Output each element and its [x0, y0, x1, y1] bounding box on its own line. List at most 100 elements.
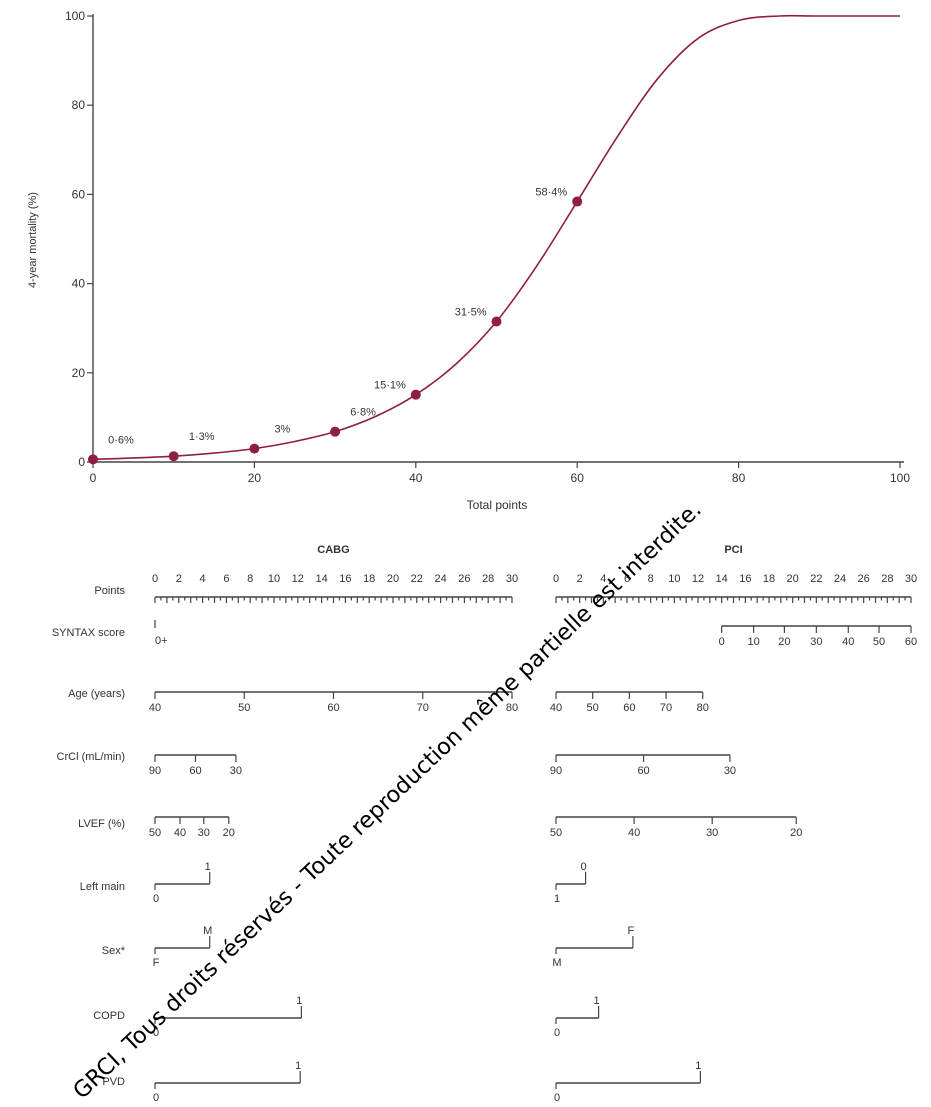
points-tick-label: 16 — [739, 573, 751, 585]
y-tick-label: 40 — [72, 277, 86, 291]
data-point — [491, 316, 502, 327]
variable-tick-label: 60 — [189, 765, 201, 777]
variable-tick-label: 0+ — [155, 635, 168, 647]
data-label: 0·6% — [108, 434, 134, 446]
points-tick-label: 12 — [292, 573, 304, 585]
variable-label: Age (years) — [68, 688, 125, 700]
variable-tick-label: 0 — [153, 893, 159, 905]
mortality-curve-line — [92, 14, 900, 461]
variable-tick-label: M — [203, 925, 212, 937]
points-tick-label: 8 — [247, 573, 253, 585]
variable-tick-label: 60 — [905, 636, 917, 648]
x-tick-label: 100 — [890, 471, 910, 485]
variable-tick-label: 10 — [747, 636, 759, 648]
variable-tick-label: 0 — [554, 1027, 560, 1039]
y-axis-title: 4-year mortality (%) — [27, 192, 39, 288]
group-title-cabg: CABG — [317, 544, 349, 556]
variable-tick-label: F — [153, 957, 160, 969]
data-point — [572, 196, 583, 207]
variable-tick-label: 0 — [554, 1092, 560, 1104]
variable-label: SYNTAX score — [52, 627, 125, 639]
variable-tick-label: 1 — [205, 861, 211, 873]
variable-tick-label: F — [628, 925, 635, 937]
variable-tick-label: 40 — [550, 702, 562, 714]
points-tick-label: 0 — [152, 573, 158, 585]
variable-tick-label: 40 — [842, 636, 854, 648]
points-tick-label: 26 — [858, 573, 870, 585]
points-tick-label: 6 — [223, 573, 229, 585]
x-tick-label: 40 — [409, 471, 423, 485]
variable-label: Left main — [80, 881, 125, 893]
y-tick-label: 80 — [72, 98, 86, 112]
watermark: GRCI, Tous droits réservés - Toute repro… — [68, 497, 707, 1105]
variable-tick-label: 50 — [873, 636, 885, 648]
variable-tick-label: 50 — [149, 827, 161, 839]
variable-tick-label: 0 — [719, 636, 725, 648]
variable-tick-label: 80 — [506, 702, 518, 714]
variable-label: COPD — [93, 1010, 125, 1022]
variable-tick-label: 90 — [149, 765, 161, 777]
points-tick-label: 8 — [648, 573, 654, 585]
variable-tick-label: 0 — [153, 1027, 159, 1039]
data-point — [410, 389, 421, 400]
variable-tick-label: 0 — [153, 1092, 159, 1104]
watermark-text: GRCI, Tous droits réservés - Toute repro… — [68, 497, 707, 1105]
variable-label: PVD — [102, 1076, 125, 1088]
variable-tick-label: 60 — [637, 765, 649, 777]
variable-label: LVEF (%) — [78, 818, 125, 830]
points-tick-label: 22 — [411, 573, 423, 585]
variable-tick-label: 20 — [223, 827, 235, 839]
variable-tick-label: 30 — [706, 827, 718, 839]
points-tick-label: 2 — [577, 573, 583, 585]
points-tick-label: 18 — [763, 573, 775, 585]
group-title-pci: PCI — [724, 544, 742, 556]
points-tick-label: 30 — [506, 573, 518, 585]
y-tick-label: 20 — [72, 366, 86, 380]
variable-tick-label: 70 — [417, 702, 429, 714]
points-tick-label: 30 — [905, 573, 917, 585]
data-label: 1·3% — [189, 431, 215, 443]
variable-tick-label: 50 — [587, 702, 599, 714]
variable-tick-label: 1 — [295, 1060, 301, 1072]
points-tick-label: 18 — [363, 573, 375, 585]
data-point — [249, 443, 260, 454]
points-tick-label: 20 — [787, 573, 799, 585]
variable-tick-label: 50 — [238, 702, 250, 714]
points-tick-label: 14 — [716, 573, 728, 585]
variable-tick-label: 40 — [149, 702, 161, 714]
variable-tick-label: 60 — [623, 702, 635, 714]
variable-tick-label: 40 — [174, 827, 186, 839]
points-tick-label: 14 — [315, 573, 327, 585]
points-tick-label: 22 — [810, 573, 822, 585]
variable-tick-label: 30 — [724, 765, 736, 777]
points-tick-label: 26 — [458, 573, 470, 585]
variable-tick-label: 50 — [550, 827, 562, 839]
variable-tick-label: 0 — [581, 861, 587, 873]
variable-tick-label: 30 — [230, 765, 242, 777]
points-tick-label: 0 — [553, 573, 559, 585]
variable-tick-label: 30 — [198, 827, 210, 839]
variable-tick-label: 1 — [594, 995, 600, 1007]
points-tick-label: 10 — [268, 573, 280, 585]
points-tick-label: 16 — [339, 573, 351, 585]
x-tick-label: 0 — [90, 471, 97, 485]
variable-tick-label: 90 — [550, 765, 562, 777]
points-tick-label: 10 — [668, 573, 680, 585]
points-tick-label: 24 — [834, 573, 846, 585]
data-point — [330, 426, 341, 437]
data-point — [168, 451, 179, 462]
variable-tick-label: 1 — [296, 995, 302, 1007]
variable-tick-label: 40 — [628, 827, 640, 839]
variable-tick-label: 20 — [790, 827, 802, 839]
variable-tick-label: 1 — [554, 893, 560, 905]
data-label: 15·1% — [374, 380, 406, 392]
variable-tick-label: 20 — [778, 636, 790, 648]
data-label: 6·8% — [350, 407, 376, 419]
points-tick-label: 4 — [600, 573, 606, 585]
points-tick-label: 28 — [881, 573, 893, 585]
x-tick-label: 20 — [248, 471, 262, 485]
variable-tick-label: 80 — [697, 702, 709, 714]
